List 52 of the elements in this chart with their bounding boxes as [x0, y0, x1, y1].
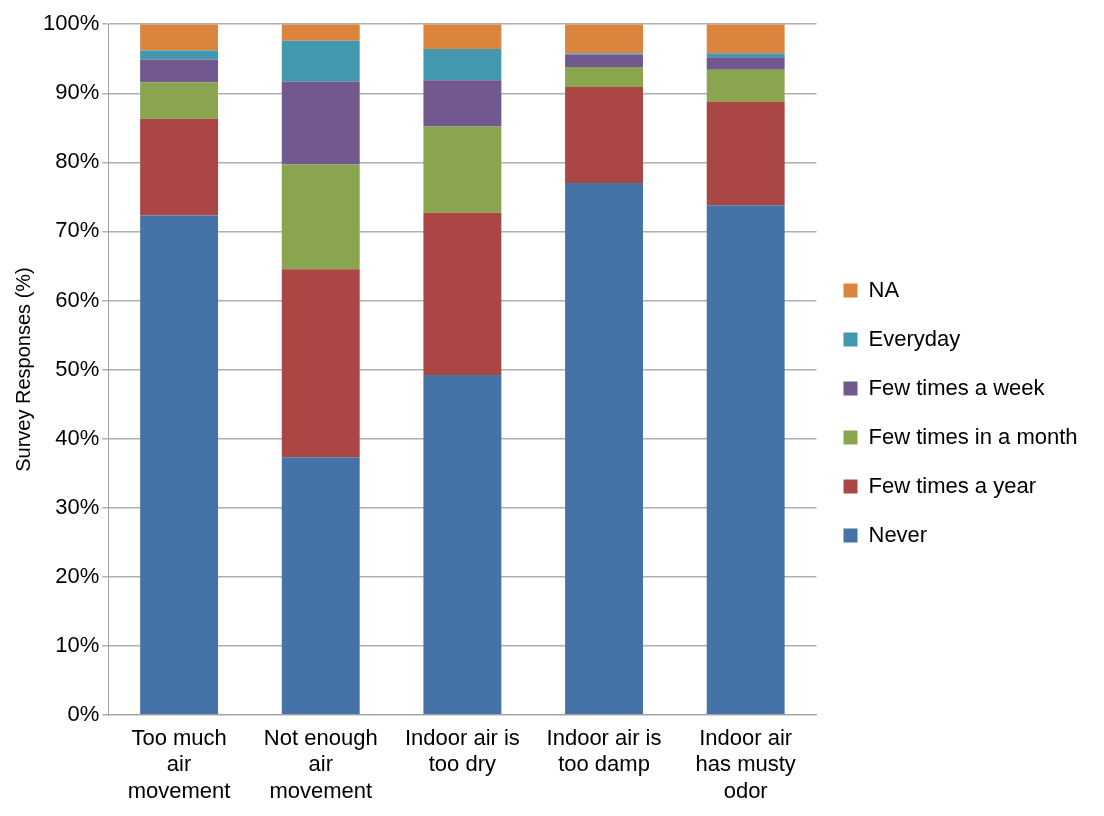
bar [706, 53, 785, 58]
bar [706, 57, 785, 70]
y-tick-label: 40% [55, 424, 100, 450]
bar [706, 24, 785, 54]
bar [140, 50, 219, 60]
bar [281, 81, 360, 165]
legend-label: Few times in a month [868, 423, 1078, 449]
y-tick-label: 30% [55, 493, 100, 519]
x-tick-label: Indoor air is too dry [404, 725, 520, 777]
bar [140, 118, 219, 216]
bar [281, 164, 360, 270]
bar [423, 212, 502, 376]
bar [423, 24, 502, 50]
y-axis-title: Survey Responses (%) [11, 267, 34, 472]
bar [140, 215, 219, 715]
bar [423, 126, 502, 213]
y-tick-label: 60% [55, 286, 100, 312]
y-tick-label: 0% [67, 700, 100, 726]
legend-label: Never [868, 521, 928, 547]
legend-label: NA [868, 276, 900, 302]
bar [281, 40, 360, 82]
bar [565, 183, 643, 715]
bar [281, 269, 360, 458]
bar [565, 24, 643, 54]
y-tick-label: 100% [42, 10, 100, 36]
y-tick-label: 20% [55, 562, 100, 588]
bar [281, 24, 360, 41]
bar [706, 101, 785, 206]
bar [565, 54, 643, 68]
bar [565, 67, 643, 88]
x-tick-label: Not enough air movement [263, 725, 378, 803]
y-tick-label: 90% [55, 79, 100, 105]
bar [565, 87, 643, 184]
bar [706, 205, 785, 715]
y-tick-label: 80% [55, 148, 100, 174]
bar [706, 69, 785, 102]
legend-label: Few times a week [868, 374, 1046, 400]
legend-label: Everyday [868, 325, 961, 351]
bar [140, 82, 219, 119]
bar [423, 80, 502, 127]
y-tick-label: 50% [55, 355, 100, 381]
x-tick-label: Indoor air is too damp [546, 725, 662, 777]
y-tick-label: 10% [55, 631, 100, 657]
bar [140, 59, 219, 83]
bar [140, 24, 219, 51]
x-tick-label: Indoor air has musty odor [695, 725, 796, 803]
legend-label: Few times a year [868, 472, 1036, 498]
y-tick-label: 70% [55, 217, 100, 243]
bar [423, 49, 502, 81]
x-tick-label: Too much air movement [127, 725, 231, 803]
bar [423, 375, 502, 715]
bar [281, 457, 360, 715]
